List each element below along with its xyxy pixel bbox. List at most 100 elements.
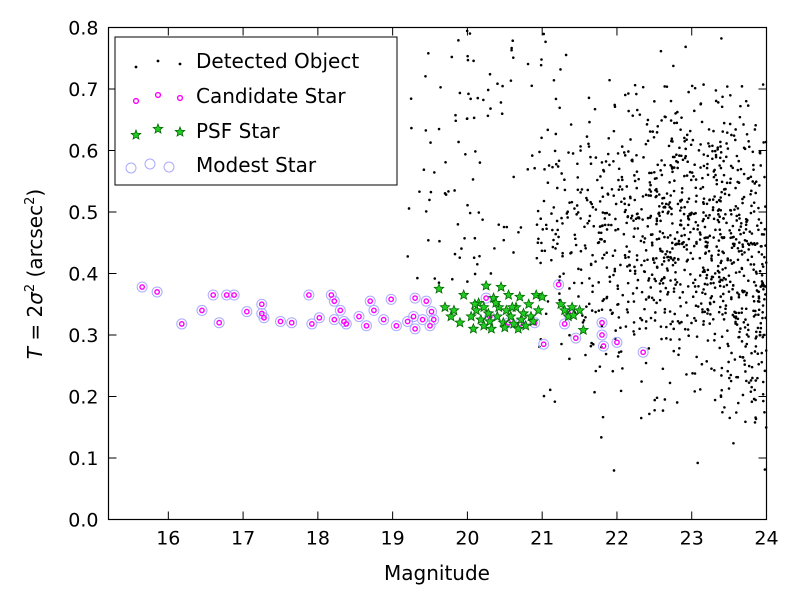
detected-object-point [752,309,755,313]
candidate-star-point [640,349,647,356]
detected-object-point [635,92,638,96]
detected-object-point [600,186,604,190]
detected-object-point [763,297,766,301]
detected-object-point [596,241,600,245]
detected-object-point [718,280,721,283]
candidate-star-point [393,322,400,329]
detected-object-point [603,217,607,220]
detected-object-point [594,156,598,159]
psf-star-point [513,290,526,302]
detected-object-point [679,154,683,158]
detected-object-point [714,173,717,177]
detected-object-point [454,113,457,117]
candidate-star-point [258,310,265,317]
detected-object-point [608,213,611,216]
detected-object-point [706,173,710,177]
detected-object-point [741,201,744,205]
detected-object-point [428,198,431,202]
detected-object-point [641,235,644,238]
detected-object-point [546,300,550,303]
detected-object-point [672,290,676,293]
detected-object-point [555,186,559,190]
detected-object-point [543,168,546,171]
detected-object-point [759,221,763,225]
detected-object-point [753,128,757,131]
detected-object-point [544,312,548,316]
detected-object-point [740,249,743,253]
detected-object-point [613,269,617,273]
detected-object-point [678,346,681,350]
detected-object-point [722,251,725,255]
detected-object-point [686,160,689,163]
detected-object-point [685,138,688,141]
detected-object-point [407,207,411,210]
detected-object-point [691,295,695,299]
detected-object-point [633,272,637,275]
detected-object-point [720,190,723,194]
detected-object-point [714,228,717,232]
detected-object-point [642,270,646,273]
detected-object-point [671,263,675,267]
detected-object-point [644,327,648,330]
candidate-star-point [483,295,489,301]
detected-object-point [731,284,735,287]
detected-object-point [708,322,712,325]
detected-object-point [750,204,753,208]
detected-object-point [456,223,460,226]
detected-object-point [675,401,679,404]
detected-object-point [547,164,551,167]
detected-object-point [750,365,754,369]
x-tick-label: 17 [231,528,255,550]
detected-object-point [694,211,697,215]
detected-object-point [719,295,723,298]
detected-object-point [724,307,727,311]
x-tick-label: 24 [754,528,778,550]
legend-marker-modest-star [144,158,156,170]
detected-object-point [473,236,477,240]
detected-object-point [542,394,546,398]
detected-object-point [732,244,736,248]
candidate-star-point [363,322,370,329]
detected-object-point [653,408,656,412]
detected-object-point [613,249,617,252]
detected-object-point [602,298,606,301]
detected-object-point [647,194,651,197]
detected-object-point [705,360,709,363]
detected-object-point [683,233,686,237]
detected-object-point [667,144,671,148]
detected-object-point [725,142,728,145]
detected-object-point [451,277,454,281]
detected-object-point [465,117,469,120]
detected-object-point [584,353,587,357]
detected-object-point [554,247,557,250]
modest-star-point [409,323,421,335]
candidate-star-point [305,292,312,298]
detected-object-point [719,196,722,199]
detected-object-point [729,236,732,240]
detected-object-point [698,388,702,391]
detected-object-point [672,166,676,169]
detected-object-point [628,195,632,199]
detected-object-point [623,202,627,206]
legend-marker-modest-star [125,162,137,174]
detected-object-point [753,388,756,392]
detected-object-point [710,277,713,281]
detected-object-point [633,269,637,273]
detected-object-point [530,84,534,88]
detected-object-point [696,228,699,231]
detected-object-point [568,287,571,290]
detected-object-point [606,192,610,195]
modest-star-point [213,317,225,329]
detected-object-point [750,385,753,389]
detected-object-point [711,157,714,161]
detected-object-point [744,345,747,348]
detected-object-point [724,155,728,159]
detected-object-point [748,230,752,233]
detected-object-point [703,310,707,314]
detected-object-point [692,281,695,285]
detected-object-point [761,304,765,307]
detected-object-point [539,63,543,67]
detected-object-point [721,410,724,414]
detected-object-point [648,171,651,175]
detected-object-point [749,175,753,179]
